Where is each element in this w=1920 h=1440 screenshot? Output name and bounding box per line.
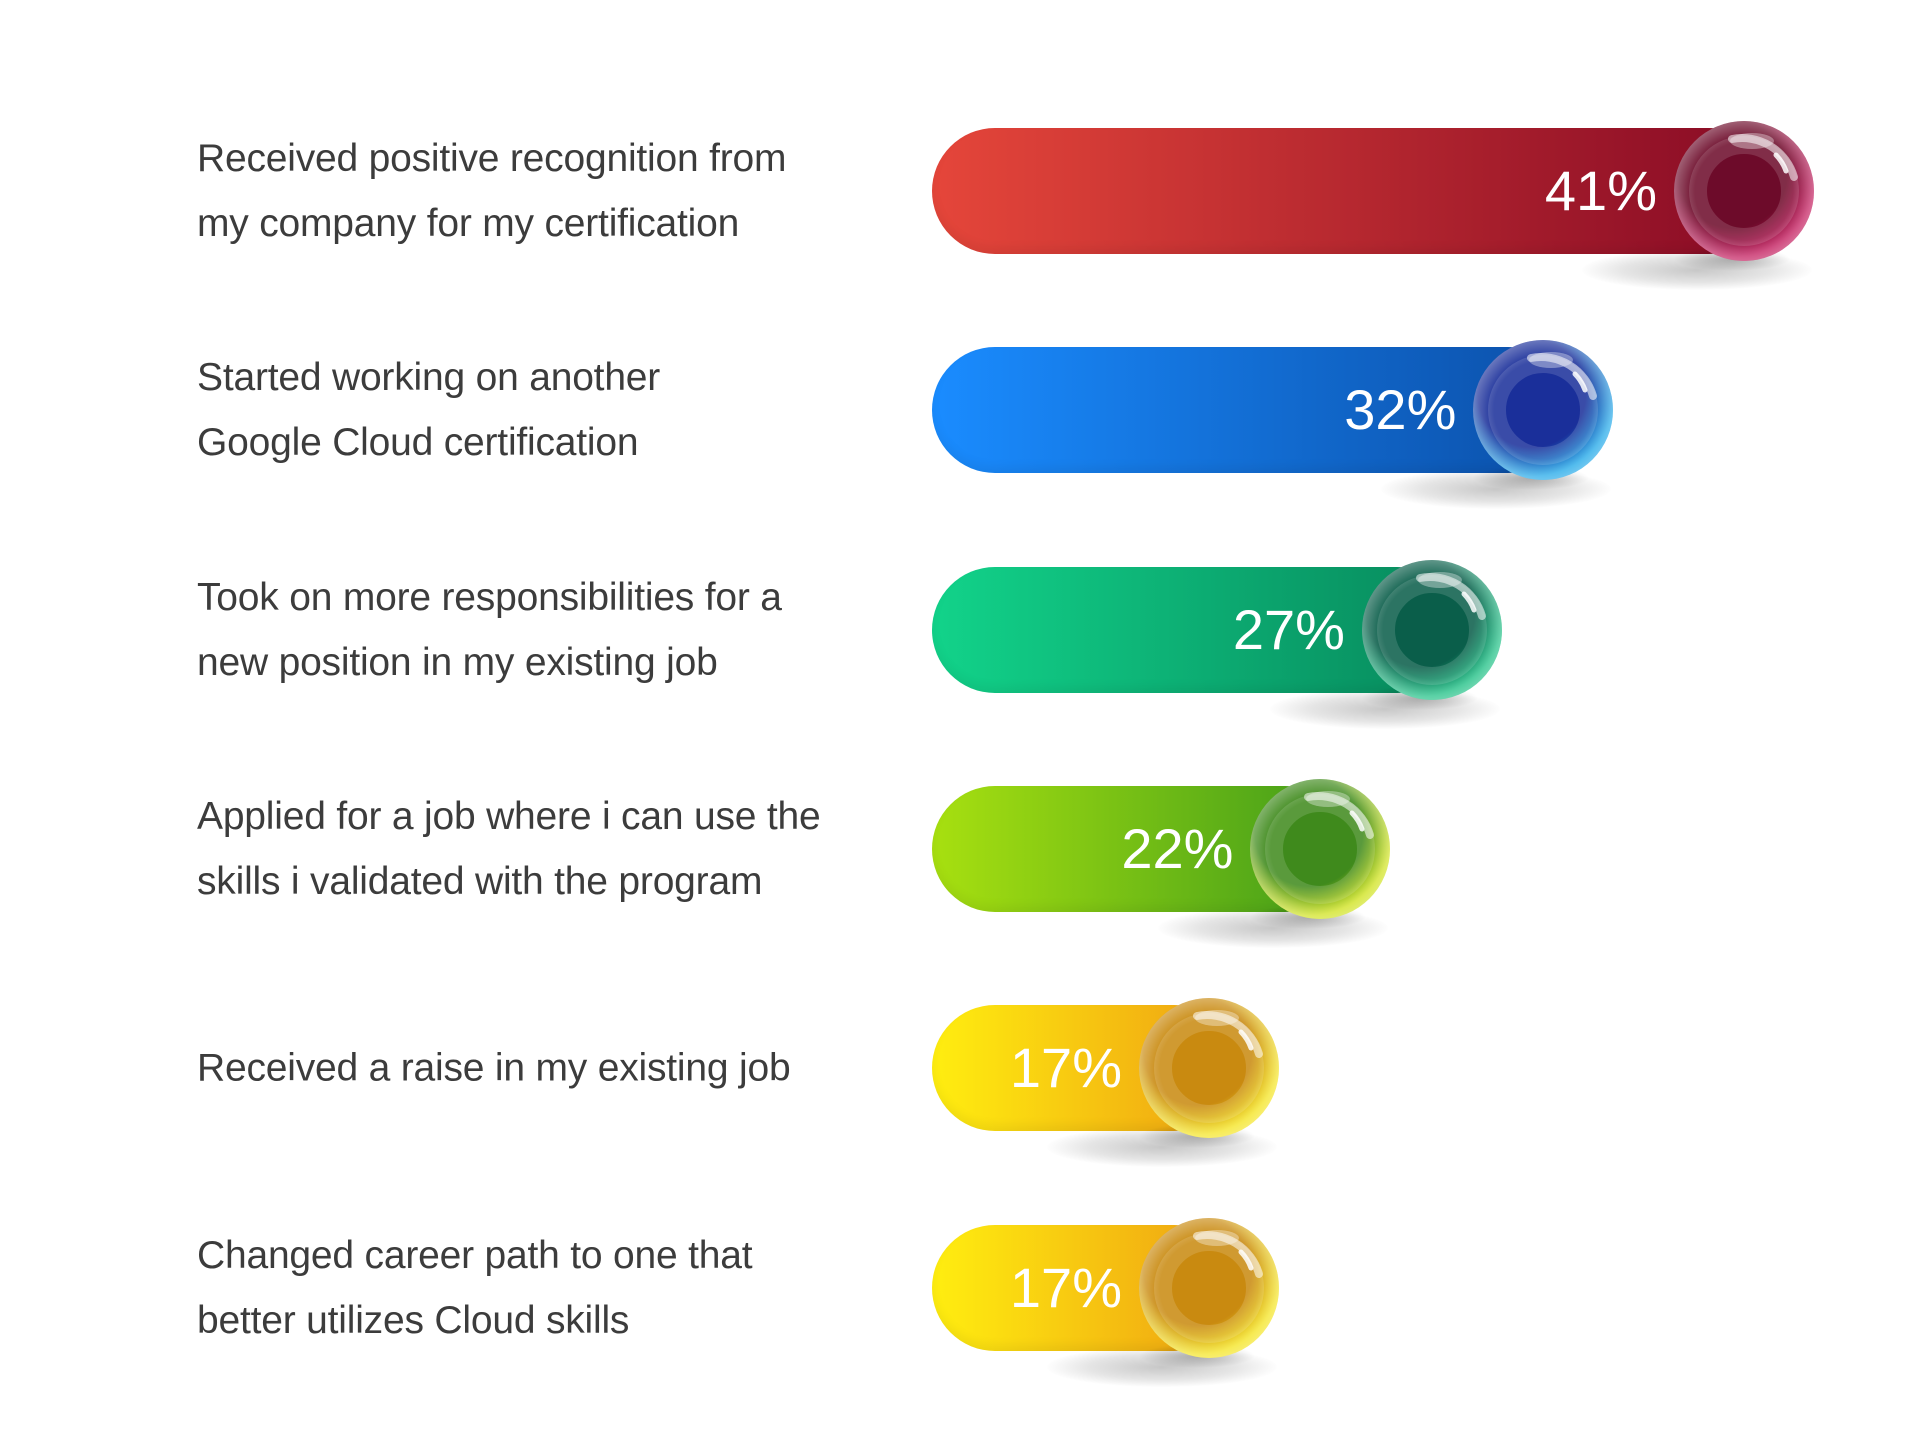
category-label-line: Applied for a job where i can use the — [197, 795, 821, 838]
knob-top-gloss — [1306, 791, 1351, 807]
bar: 41% — [932, 128, 1772, 254]
category-label-line: skills i validated with the program — [197, 860, 763, 903]
category-label-line: Received a raise in my existing job — [197, 1046, 791, 1090]
knob-top-gloss — [1195, 1230, 1239, 1246]
knob-highlight-arc — [1728, 134, 1798, 181]
knob-graphic — [1473, 340, 1614, 490]
category-label-line: Google Cloud certification — [197, 421, 639, 464]
bar-value-label: 17% — [1009, 1256, 1122, 1319]
chart-row: Applied for a job where i can use the ski… — [0, 739, 1920, 959]
category-label: Received positive recognition from my com… — [197, 126, 857, 256]
category-label: Received a raise in my existing job — [197, 1036, 857, 1101]
bar-value-label: 17% — [1009, 1036, 1122, 1099]
bar-end-knob — [1248, 777, 1392, 929]
knob-highlight-glint — [1461, 591, 1477, 613]
knob-graphic — [1361, 560, 1502, 710]
category-label-line: Received positive recognition from — [197, 137, 787, 180]
knob-highlight-glint — [1572, 371, 1588, 393]
knob-highlight-arc — [1304, 792, 1375, 839]
knob-highlight-glint — [1773, 152, 1789, 174]
chart-row: Received a raise in my existing job 17% — [0, 958, 1920, 1178]
bar: 32% — [932, 347, 1572, 473]
bar-end-knob — [1471, 338, 1615, 490]
knob-inner-ring — [1376, 575, 1487, 685]
category-label-line: new position in my existing job — [197, 641, 718, 684]
bar-value-label: 22% — [1121, 817, 1234, 880]
knob-top-gloss — [1730, 133, 1774, 149]
knob-inner-ring — [1154, 1013, 1264, 1123]
bar-value-label: 27% — [1232, 598, 1345, 661]
knob-inner-ring — [1689, 136, 1799, 246]
bar-end-knob — [1137, 1216, 1281, 1368]
bar-end-knob — [1137, 996, 1281, 1148]
knob-inner-ring — [1488, 355, 1599, 465]
chart-row: Took on more responsibilities for a new p… — [0, 520, 1920, 740]
knob-graphic — [1250, 779, 1391, 929]
knob-highlight-glint — [1238, 1249, 1254, 1271]
knob-highlight-arc — [1193, 1231, 1263, 1278]
bar-end-knob — [1360, 558, 1504, 710]
category-label-line: Started working on another — [197, 356, 661, 399]
knob-graphic — [1674, 121, 1814, 271]
knob-highlight-arc — [1527, 353, 1598, 400]
category-label-line: my company for my certification — [197, 202, 740, 245]
knob-highlight-arc — [1193, 1011, 1263, 1058]
bar-value-label: 41% — [1544, 159, 1657, 222]
bar: 27% — [932, 567, 1460, 693]
knob-top-gloss — [1417, 572, 1462, 588]
category-label: Applied for a job where i can use the ski… — [197, 784, 857, 914]
category-label: Started working on another Google Cloud c… — [197, 345, 857, 475]
category-label-line: better utilizes Cloud skills — [197, 1299, 630, 1342]
category-label-line: Took on more responsibilities for a — [197, 576, 782, 619]
bar-end-knob — [1672, 119, 1816, 271]
knob-highlight-glint — [1238, 1029, 1254, 1051]
bar-value-label: 32% — [1344, 378, 1457, 441]
knob-top-gloss — [1529, 352, 1574, 368]
category-label: Took on more responsibilities for a new p… — [197, 565, 857, 695]
category-label-line: Changed career path to one that — [197, 1234, 753, 1277]
knob-top-gloss — [1195, 1010, 1239, 1026]
category-label: Changed career path to one that better ut… — [197, 1223, 857, 1353]
knob-inner-ring — [1154, 1233, 1264, 1343]
knob-graphic — [1139, 1218, 1279, 1368]
chart-row: Started working on another Google Cloud c… — [0, 300, 1920, 520]
chart-row: Changed career path to one that better ut… — [0, 1178, 1920, 1398]
knob-graphic — [1139, 998, 1279, 1148]
knob-highlight-glint — [1349, 810, 1365, 832]
chart-row: Received positive recognition from my com… — [0, 81, 1920, 301]
knob-inner-ring — [1265, 794, 1376, 904]
knob-highlight-arc — [1415, 573, 1486, 620]
